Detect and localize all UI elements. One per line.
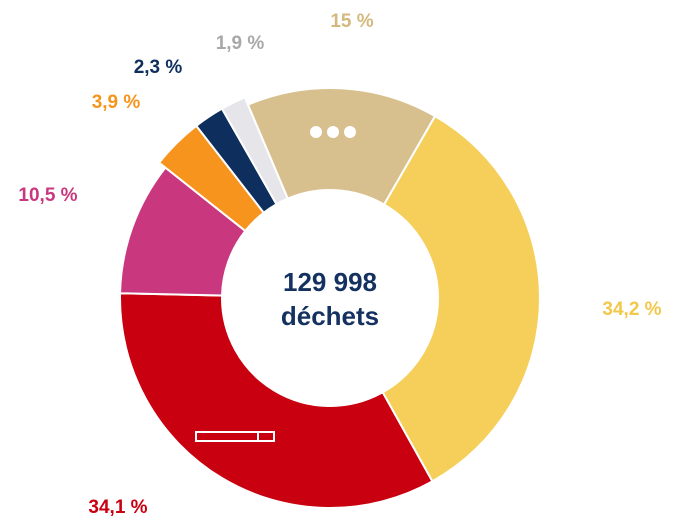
value-label: 10,5 %	[18, 185, 77, 206]
center-count: 129 998	[283, 267, 377, 297]
value-label: 3,9 %	[92, 92, 141, 113]
value-label: 15 %	[330, 11, 373, 32]
wedges	[119, 87, 541, 509]
cigarette-icon	[195, 431, 275, 442]
value-label: 34,1 %	[88, 497, 147, 518]
dots-icon	[310, 126, 356, 138]
center-unit: déchets	[281, 301, 379, 331]
value-label: 1,9 %	[216, 33, 265, 54]
value-label: 2,3 %	[134, 57, 183, 78]
donut-hole	[222, 190, 438, 406]
value-label: 34,2 %	[602, 299, 661, 320]
